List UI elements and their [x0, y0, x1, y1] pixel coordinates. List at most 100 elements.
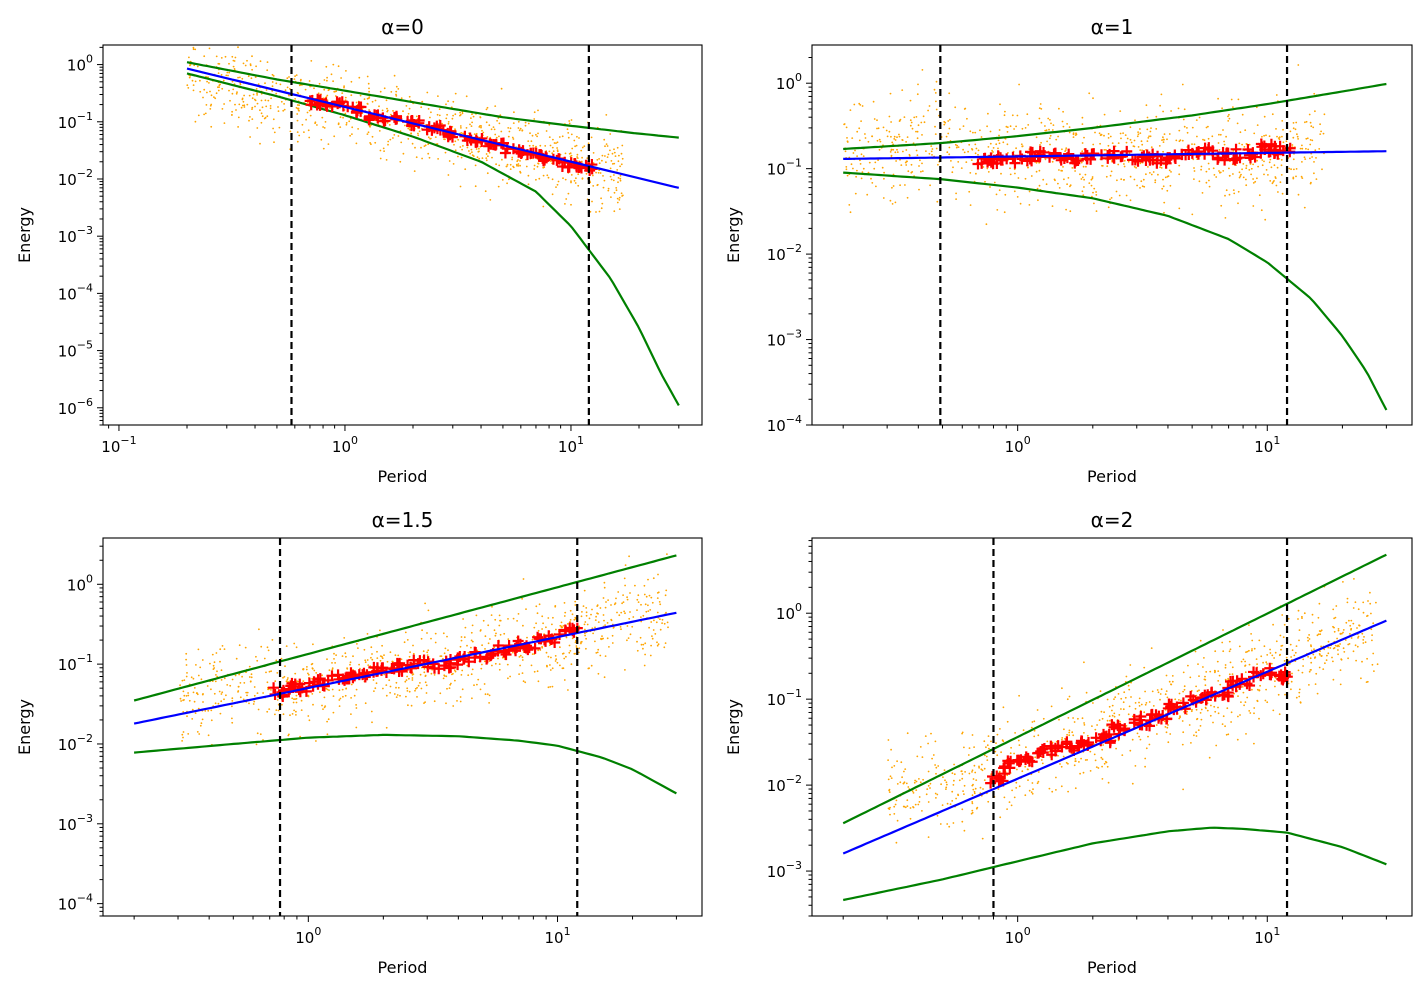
- scatter-point: [1301, 671, 1304, 674]
- scatter-point: [353, 694, 356, 697]
- scatter-point: [289, 88, 291, 90]
- scatter-point: [403, 641, 406, 644]
- scatter-point: [1110, 170, 1113, 173]
- scatter-point: [1230, 98, 1233, 101]
- scatter-point: [1014, 732, 1016, 734]
- scatter-point: [457, 155, 459, 158]
- scatter-point: [528, 144, 531, 147]
- scatter-point: [606, 145, 609, 147]
- scatter-point: [1191, 126, 1194, 129]
- scatter-point: [1157, 173, 1159, 176]
- scatter-point: [1167, 741, 1170, 744]
- scatter-point: [955, 198, 957, 201]
- scatter-point: [1101, 758, 1104, 761]
- scatter-point: [536, 135, 538, 138]
- scatter-point: [483, 683, 486, 685]
- scatter-point: [626, 625, 629, 627]
- scatter-point: [293, 78, 296, 80]
- scatter-point: [1205, 170, 1208, 173]
- scatter-point: [1094, 131, 1096, 134]
- scatter-point: [1068, 695, 1071, 698]
- scatter-point: [1004, 110, 1006, 113]
- scatter-point: [233, 68, 236, 70]
- scatter-point: [434, 632, 437, 635]
- scatter-point: [962, 790, 964, 792]
- scatter-point: [350, 713, 352, 715]
- scatter-point: [878, 138, 881, 141]
- scatter-point: [249, 63, 252, 65]
- scatter-point: [547, 617, 550, 619]
- y-tick-label: 10−4: [767, 413, 802, 435]
- scatter-point: [624, 584, 626, 587]
- binned-marker: [1002, 755, 1014, 767]
- scatter-point: [238, 673, 241, 676]
- scatter-point: [1203, 139, 1206, 142]
- scatter-point: [364, 659, 367, 662]
- scatter-point: [1222, 715, 1225, 718]
- scatter-point: [1162, 141, 1165, 144]
- scatter-point: [1033, 735, 1036, 738]
- plot-area: [843, 45, 1388, 425]
- scatter-point: [1338, 645, 1340, 648]
- scatter-point: [999, 728, 1001, 730]
- scatter-point: [626, 598, 629, 601]
- scatter-point: [313, 669, 316, 672]
- scatter-point: [984, 754, 986, 757]
- scatter-point: [1143, 711, 1146, 714]
- scatter-point: [1306, 636, 1309, 639]
- scatter-point: [187, 692, 190, 694]
- scatter-point: [1046, 740, 1049, 743]
- scatter-point: [470, 639, 473, 642]
- scatter-point: [946, 151, 949, 154]
- scatter-point: [1081, 150, 1084, 153]
- scatter-point: [183, 679, 186, 681]
- scatter-point: [1129, 199, 1132, 202]
- scatter-point: [963, 746, 965, 749]
- scatter-point: [434, 136, 437, 139]
- scatter-point: [1225, 189, 1228, 192]
- scatter-point: [1250, 633, 1252, 635]
- scatter-point: [1327, 646, 1330, 649]
- scatter-point: [370, 656, 372, 659]
- scatter-point: [1228, 650, 1231, 653]
- scatter-point: [371, 135, 374, 138]
- scatter-point: [551, 685, 554, 688]
- scatter-point: [1113, 698, 1115, 700]
- scatter-point: [1329, 647, 1332, 649]
- scatter-point: [898, 133, 900, 136]
- scatter-point: [964, 771, 966, 773]
- scatter-point: [1361, 632, 1364, 635]
- tick-base: 10: [58, 343, 77, 361]
- scatter-point: [1205, 707, 1207, 710]
- scatter-point: [996, 733, 999, 736]
- scatter-point: [1068, 734, 1071, 737]
- scatter-point: [202, 701, 204, 703]
- scatter-point: [1256, 699, 1259, 702]
- scatter-point: [525, 165, 528, 168]
- scatter-point: [1218, 149, 1221, 151]
- scatter-point: [498, 668, 501, 671]
- scatter-point: [509, 168, 512, 171]
- scatter-point: [1081, 142, 1084, 144]
- scatter-point: [1159, 693, 1162, 695]
- scatter-point: [946, 802, 949, 805]
- scatter-point: [185, 664, 188, 666]
- scatter-point: [259, 142, 261, 145]
- scatter-point: [969, 172, 972, 174]
- scatter-point: [1110, 197, 1113, 199]
- scatter-point: [272, 75, 275, 77]
- scatter-point: [651, 637, 654, 640]
- scatter-point: [1071, 731, 1074, 734]
- scatter-point: [916, 130, 919, 133]
- scatter-point: [934, 792, 937, 795]
- scatter-point: [461, 112, 464, 115]
- scatter-point: [306, 666, 308, 668]
- scatter-point: [370, 143, 372, 146]
- scatter-point: [588, 667, 590, 670]
- scatter-point: [595, 615, 597, 618]
- binned-marker: [995, 775, 1007, 787]
- scatter-point: [923, 121, 926, 124]
- scatter-point: [1167, 724, 1169, 726]
- scatter-point: [202, 96, 204, 99]
- scatter-point: [659, 628, 662, 631]
